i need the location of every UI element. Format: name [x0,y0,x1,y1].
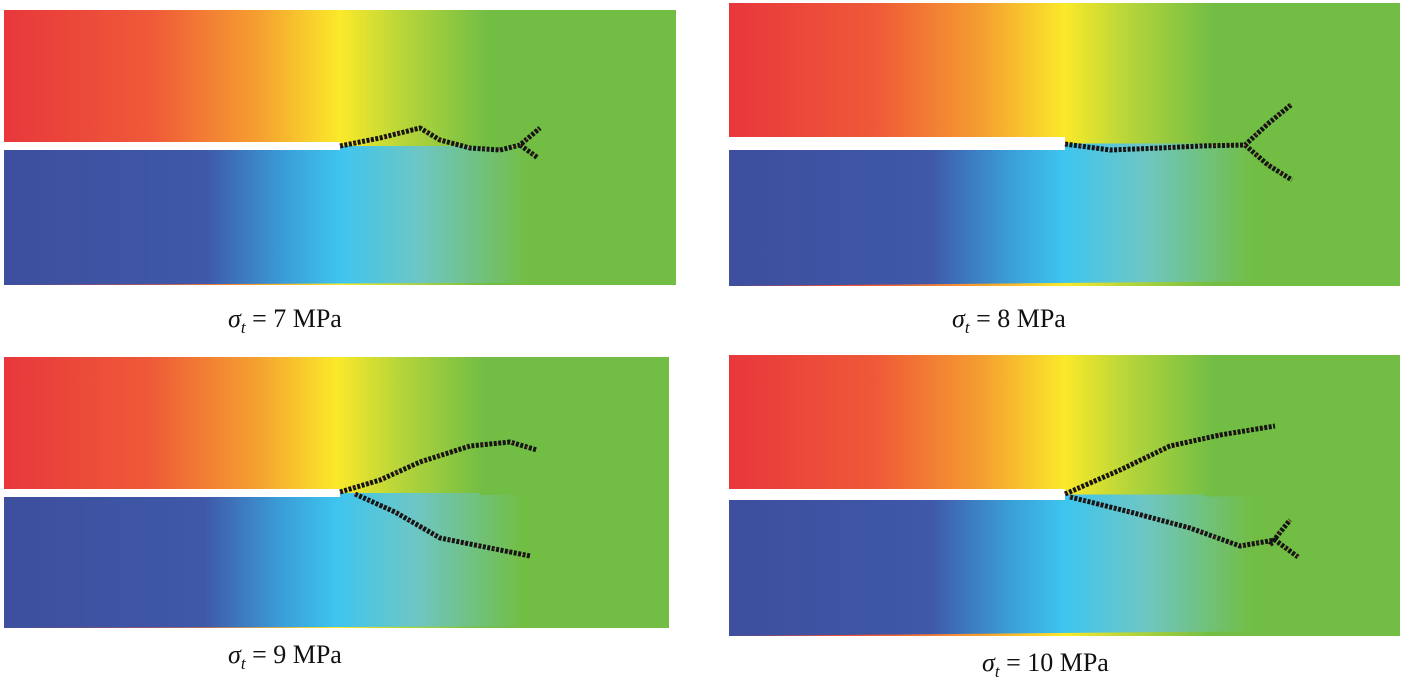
crack-branch [339,125,542,153]
green-field [480,491,669,495]
upper-half-field [729,3,1400,144]
crack-particles [339,127,541,151]
simulation-panel-2 [728,3,1400,286]
pre-crack-notch [3,142,340,150]
upper-half-field [4,357,669,493]
sigma-symbol: σ [952,304,965,333]
pre-crack-notch [728,137,1065,150]
crack-branch [1064,423,1276,497]
caption-panel-1: σt = 7 MPa [228,304,342,338]
subscript: t [240,654,246,673]
lower-half-field [4,493,669,628]
upper-half-field [729,355,1400,495]
crack-particles [1069,496,1299,558]
upper-half-field [4,10,676,146]
crack-particles [1244,144,1293,181]
sigma-symbol: σ [228,304,241,333]
caption-value: = 7 MPa [252,304,342,333]
caption-value: = 8 MPa [976,304,1066,333]
green-field [480,144,676,148]
caption-value: = 9 MPa [252,640,342,669]
crack-particles [1064,103,1293,151]
crack-branch [353,491,531,559]
caption-panel-4: σt = 10 MPa [982,648,1109,682]
lower-half-field [729,494,1400,636]
caption-value: = 10 MPa [1006,648,1109,677]
subscript: t [994,662,1000,681]
crack-branch [518,142,540,161]
caption-panel-3: σt = 9 MPa [228,640,342,674]
lower-half-field [729,143,1400,286]
pre-crack-notch [3,489,340,497]
green-field [1205,492,1400,497]
sigma-symbol: σ [982,648,995,677]
simulation-panel-3 [3,357,669,628]
crack-branch [1268,518,1292,547]
crack-branch [1243,143,1294,183]
subscript: t [240,318,246,337]
subscript: t [964,318,970,337]
green-field [1205,141,1400,146]
sigma-symbol: σ [228,640,241,669]
pre-crack-notch [728,489,1065,500]
lower-half-field [4,146,676,285]
simulation-panel-4 [728,355,1400,636]
simulation-panel-1 [3,10,676,285]
caption-panel-2: σt = 8 MPa [952,304,1066,338]
